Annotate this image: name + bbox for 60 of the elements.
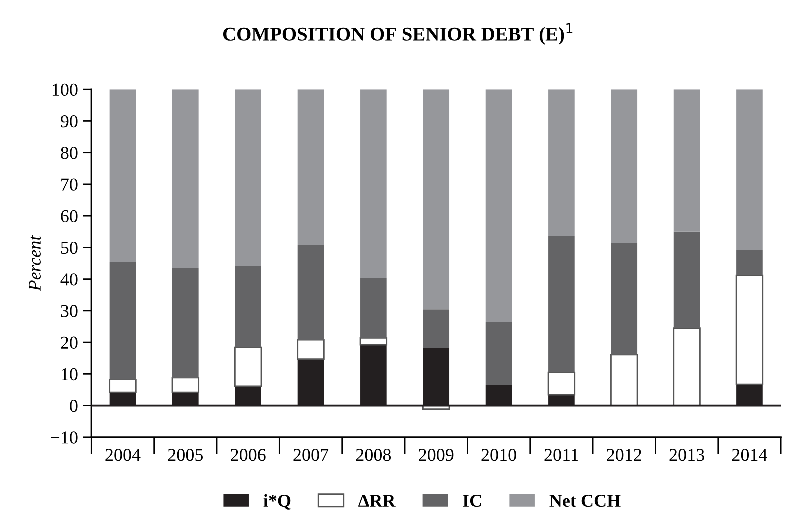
y-tick-label: 20: [61, 336, 78, 349]
bar: [486, 90, 512, 322]
y-tick-label: 40: [60, 274, 78, 286]
y-tick-label: 10: [62, 368, 78, 381]
legend-label: IC: [463, 494, 482, 508]
x-tick-label: 2011: [544, 449, 578, 462]
bar: [548, 236, 575, 373]
y-tick-label: 80: [61, 147, 78, 160]
bar: [298, 90, 324, 246]
bar: [110, 90, 136, 262]
y-axis-title: Percent: [29, 235, 41, 292]
y-tick-label: 60: [61, 210, 78, 223]
bar: [172, 268, 199, 378]
bar: [360, 278, 387, 338]
bar: [360, 90, 387, 278]
y-tick-label: 30: [61, 305, 78, 318]
bar: [235, 90, 262, 266]
legend-label: i*Q: [264, 494, 291, 510]
y-tick-label: 50: [61, 242, 78, 254]
y-tick-label: 100: [52, 84, 78, 96]
bar: [548, 90, 575, 236]
x-tick-label: 2007: [294, 449, 329, 462]
bar: [172, 90, 199, 268]
bar: [423, 90, 450, 310]
bar: [610, 354, 638, 406]
bar: [109, 379, 137, 394]
y-tick-label: 90: [60, 115, 78, 128]
bar: [297, 339, 325, 360]
bar: [674, 232, 700, 328]
bar: [548, 372, 576, 396]
x-tick-label: 2014: [732, 449, 768, 462]
x-tick-label: 2008: [356, 449, 392, 462]
bar: [611, 90, 638, 244]
bar: [235, 266, 262, 348]
bar: [674, 90, 700, 232]
bar: [736, 90, 763, 250]
y-tick-label: 0: [70, 400, 78, 412]
bar: [736, 250, 763, 276]
x-tick-label: 2012: [607, 449, 642, 462]
bar: [486, 322, 512, 386]
x-tick-label: 2005: [168, 449, 204, 462]
y-tick-label: −10: [51, 432, 78, 444]
x-tick-label: 2009: [419, 449, 454, 462]
bar: [298, 245, 324, 340]
y-tick-label: 70: [62, 178, 78, 191]
chart-title: COMPOSITION OF SENIOR DEBT (E)$^{1}$: [223, 23, 573, 45]
bar: [234, 346, 262, 388]
x-tick-label: 2006: [231, 449, 266, 462]
x-tick-label: 2010: [482, 449, 516, 462]
bar: [110, 262, 136, 380]
bar: [423, 310, 450, 348]
bar: [172, 377, 200, 394]
bar: [360, 337, 388, 346]
legend-label: Net CCH: [550, 494, 621, 508]
bar: [611, 243, 638, 355]
x-tick-label: 2013: [670, 449, 704, 462]
bar: [673, 328, 701, 406]
bar: [736, 274, 764, 386]
x-tick-label: 2004: [106, 449, 141, 462]
legend-label: ΔRR: [358, 494, 396, 507]
